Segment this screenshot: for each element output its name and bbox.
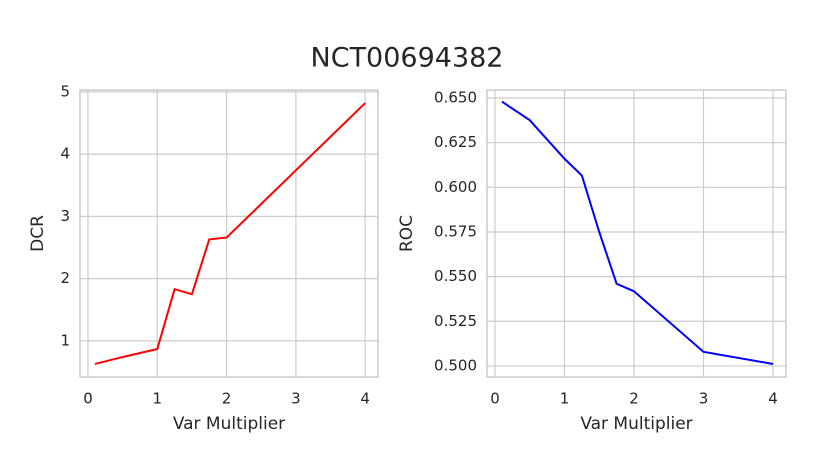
x-tick-label: 3 bbox=[699, 390, 709, 408]
y-tick-label: 2 bbox=[60, 269, 70, 287]
y-tick-label: 0.650 bbox=[434, 89, 477, 107]
x-tick-label: 4 bbox=[768, 390, 778, 408]
data-line bbox=[501, 100, 774, 365]
y-axis-label: DCR bbox=[28, 215, 48, 252]
y-tick-label: 0.525 bbox=[434, 312, 477, 330]
x-axis-label: Var Multiplier bbox=[580, 414, 692, 434]
x-tick-label: 4 bbox=[360, 390, 370, 408]
y-tick-label: 0.500 bbox=[434, 356, 477, 374]
y-tick-label: 0.625 bbox=[434, 133, 477, 151]
x-tick-label: 1 bbox=[152, 390, 162, 408]
figure-title: NCT00694382 bbox=[311, 43, 504, 74]
y-tick-label: 0.600 bbox=[434, 178, 477, 196]
x-tick-label: 0 bbox=[83, 390, 93, 408]
plot-frame bbox=[486, 89, 787, 378]
x-tick-label: 1 bbox=[560, 390, 570, 408]
y-tick-label: 3 bbox=[60, 207, 70, 225]
x-tick-label: 2 bbox=[629, 390, 639, 408]
x-tick-label: 0 bbox=[490, 390, 500, 408]
x-tick-label: 3 bbox=[291, 390, 301, 408]
y-tick-label: 5 bbox=[60, 82, 70, 100]
x-tick-label: 2 bbox=[222, 390, 232, 408]
x-axis-label: Var Multiplier bbox=[173, 414, 285, 434]
plot-frame bbox=[79, 89, 379, 378]
y-tick-label: 0.575 bbox=[434, 222, 477, 240]
y-tick-label: 1 bbox=[60, 331, 70, 349]
y-axis-label: ROC bbox=[397, 215, 417, 252]
y-tick-label: 4 bbox=[60, 145, 70, 163]
y-tick-label: 0.550 bbox=[434, 267, 477, 285]
data-line bbox=[94, 102, 366, 365]
